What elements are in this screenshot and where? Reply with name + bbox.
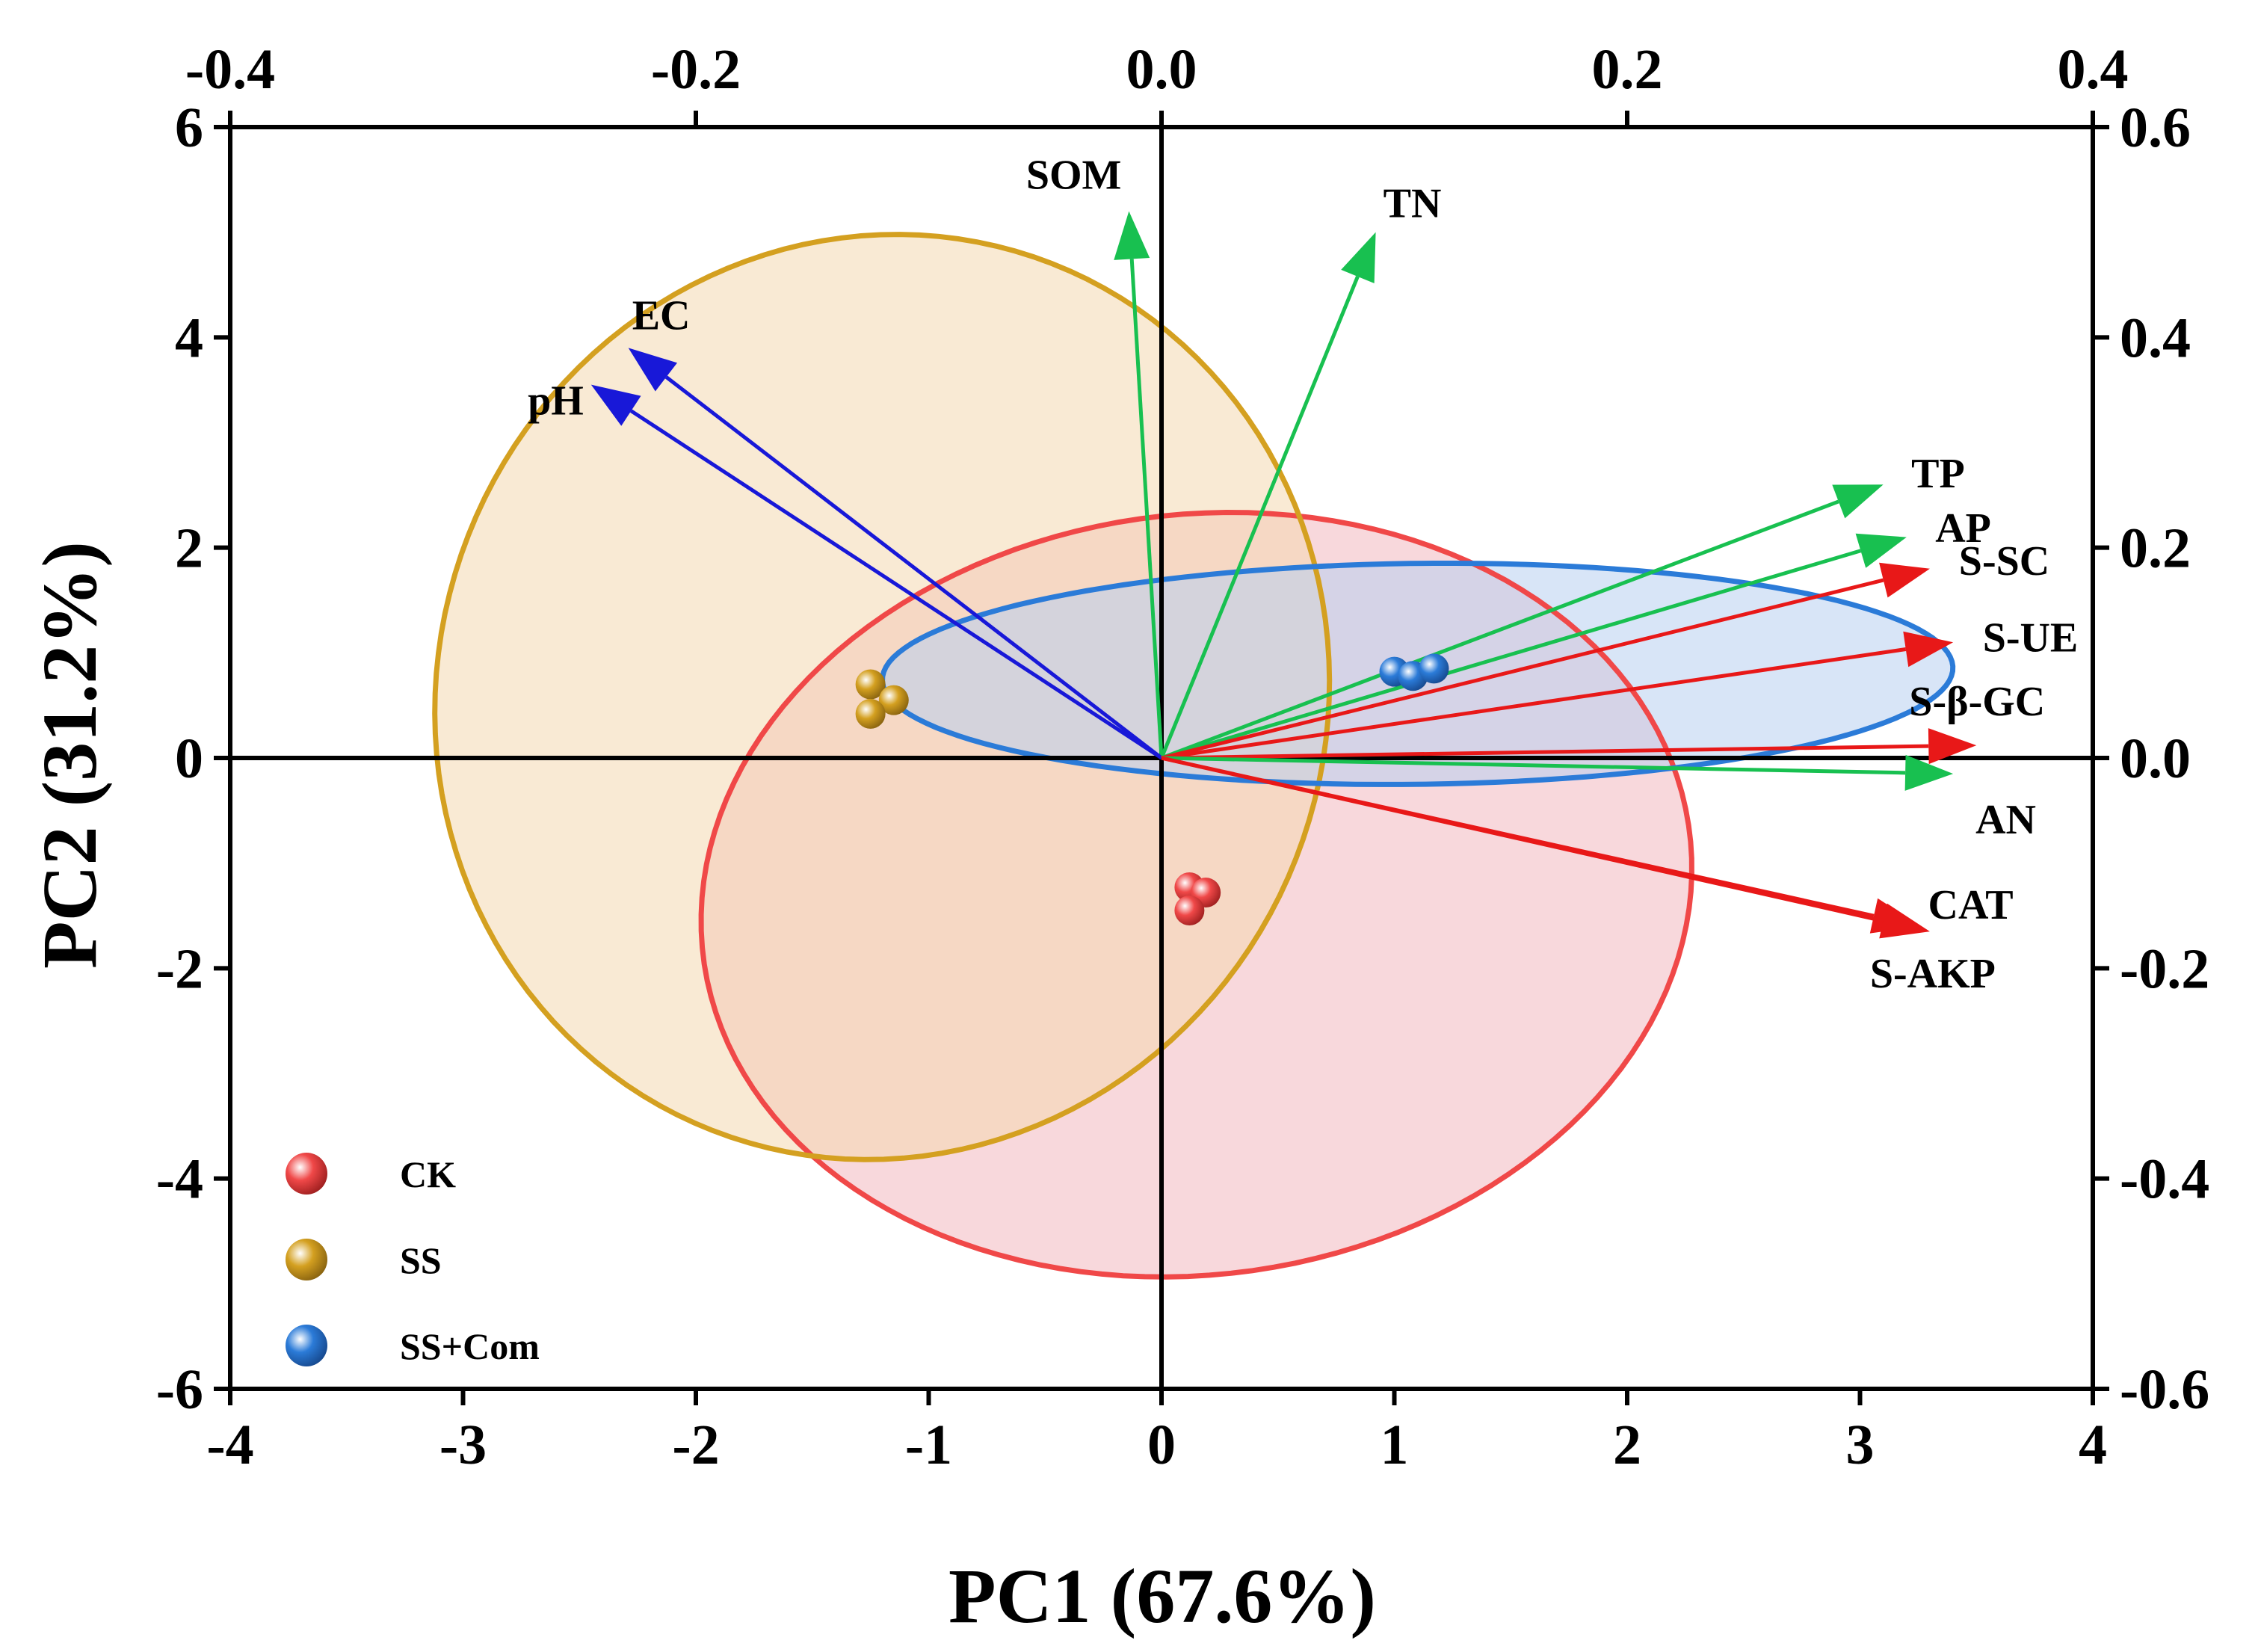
- loading-arrowhead-tp: [1832, 484, 1884, 519]
- loading-line-tn: [1159, 275, 1360, 759]
- x-tick-label: 0: [1147, 1414, 1176, 1476]
- loading-label-s-gc: S-β-GC: [1909, 679, 2045, 725]
- loading-label-cat: CAT: [1928, 882, 2014, 928]
- right-tick-label: 0.4: [2120, 306, 2191, 369]
- score-points: [855, 653, 1449, 925]
- y-tick-label: 4: [175, 306, 203, 369]
- loading-line-s-gc: [1161, 744, 1929, 760]
- top-tick-label: 0.0: [1126, 38, 1197, 101]
- right-tick-label: -0.2: [2120, 937, 2209, 1000]
- loading-line-ap: [1161, 549, 1862, 760]
- loading-arrowhead-ph: [590, 384, 641, 426]
- y-axis-title: PC2 (31.2%): [27, 541, 113, 969]
- point-ss-com-3: [1419, 653, 1449, 684]
- loading-arrowhead-ap: [1855, 533, 1907, 568]
- loading-arrowhead-an: [1904, 754, 1954, 791]
- y-tick-label: -6: [156, 1358, 203, 1421]
- x-tick-label: -2: [672, 1414, 719, 1476]
- legend-item-ss-com: SS+Com: [286, 1325, 540, 1367]
- right-tick-label: -0.4: [2120, 1148, 2209, 1211]
- loading-label-ec: EC: [632, 292, 691, 339]
- loading-label-tn: TN: [1384, 181, 1442, 227]
- x-tick-label: -1: [905, 1414, 952, 1476]
- legend-label-ck: CK: [400, 1153, 456, 1195]
- point-ss-1: [855, 669, 886, 700]
- loading-label-s-akp: S-AKP: [1870, 951, 1996, 997]
- loading-arrowhead-s-gc: [1928, 728, 1977, 765]
- loading-line-ph: [630, 409, 1163, 760]
- loading-line-an: [1161, 756, 1906, 775]
- top-tick-label: -0.2: [651, 38, 741, 101]
- x-tick-label: 4: [2079, 1414, 2107, 1476]
- top-tick-label: 0.2: [1592, 38, 1663, 101]
- y-tick-label: 6: [175, 96, 203, 159]
- y-tick-label: 0: [175, 727, 203, 790]
- point-ck-3: [1174, 895, 1205, 925]
- loading-arrowhead-s-ue: [1903, 631, 1954, 668]
- loading-arrowhead-ec: [628, 348, 678, 392]
- x-tick-label: 1: [1381, 1414, 1409, 1476]
- top-tick-label: -0.4: [185, 38, 275, 101]
- loading-line-s-sc: [1161, 578, 1884, 760]
- legend-marker-ss-com: [286, 1325, 327, 1366]
- ellipse-outline-ck: [698, 509, 1694, 1280]
- loading-arrowhead-s-akp: [1879, 903, 1930, 939]
- loading-line-s-akp: [1161, 756, 1884, 923]
- loading-label-ap: AP: [1935, 505, 1991, 552]
- loading-line-s-ue: [1161, 647, 1907, 760]
- loading-label-tp: TP: [1911, 451, 1965, 497]
- legend-item-ss: SS: [286, 1239, 442, 1281]
- legend: CK SS SS+Com: [286, 1153, 540, 1367]
- loading-line-ec: [664, 375, 1163, 759]
- right-tick-label: -0.6: [2120, 1358, 2209, 1421]
- right-tick-label: 0.0: [2120, 727, 2191, 790]
- loading-line-tp: [1161, 499, 1839, 760]
- right-tick-label: 0.6: [2120, 96, 2191, 159]
- legend-marker-ck: [286, 1153, 327, 1195]
- x-tick-label: 3: [1846, 1414, 1875, 1476]
- right-tick-label: 0.2: [2120, 517, 2191, 580]
- point-ss-3: [855, 698, 886, 729]
- x-axis-title: PC1 (67.6%): [948, 1553, 1376, 1639]
- loading-arrowhead-s-sc: [1879, 562, 1930, 598]
- loading-vectors: SOM TN EC pH TP APS-SC S-UE S-β-GC AN CAT S-AKP: [528, 152, 2078, 998]
- loading-label-som: SOM: [1026, 152, 1122, 199]
- legend-item-ck: CK: [286, 1153, 456, 1195]
- legend-label-ss: SS: [400, 1239, 442, 1281]
- loading-arrowhead-som: [1114, 211, 1150, 260]
- loading-line-som: [1129, 259, 1164, 759]
- x-tick-label: 2: [1613, 1414, 1641, 1476]
- loading-label-ph: pH: [528, 378, 584, 425]
- y-tick-label: 2: [175, 517, 203, 580]
- loading-label-an: AN: [1975, 797, 2036, 843]
- loading-label-s-sc: S-SC: [1959, 538, 2049, 585]
- loading-label-s-ue: S-UE: [1983, 615, 2079, 662]
- point-ss-2: [878, 685, 909, 715]
- x-tick-label: -4: [206, 1414, 253, 1476]
- top-tick-label: 0.4: [2058, 38, 2129, 101]
- y-tick-label: -4: [156, 1148, 203, 1211]
- x-tick-label: -3: [439, 1414, 487, 1476]
- y-tick-label: -2: [156, 937, 203, 1000]
- loading-arrowhead-tn: [1341, 232, 1376, 283]
- legend-marker-ss: [286, 1239, 327, 1280]
- legend-label-ss-com: SS+Com: [400, 1325, 540, 1367]
